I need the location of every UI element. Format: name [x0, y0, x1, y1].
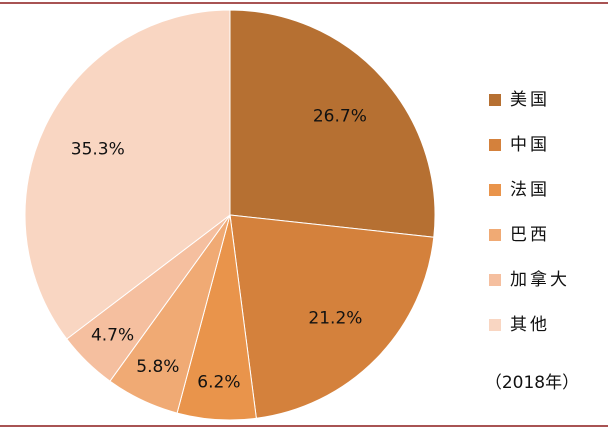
- legend-label: 其他: [510, 315, 550, 335]
- data-label: 26.7%: [313, 106, 367, 126]
- legend-swatch: [489, 229, 501, 241]
- data-label: 6.2%: [197, 373, 240, 393]
- pie-slice: [229, 214, 435, 419]
- data-label: 35.3%: [71, 139, 125, 159]
- pie-slice: [229, 9, 436, 238]
- legend-label: 法国: [510, 180, 550, 200]
- legend-swatch: [489, 274, 501, 286]
- legend-label: 美国: [510, 90, 550, 110]
- data-label: 5.8%: [136, 357, 179, 377]
- legend-label: 加拿大: [510, 269, 570, 290]
- legend-label: 中国: [510, 135, 550, 155]
- legend-swatch: [489, 94, 501, 106]
- legend-swatch: [489, 319, 501, 331]
- pie-slice: [24, 9, 231, 340]
- data-label: 4.7%: [91, 325, 134, 345]
- legend-label: 巴西: [510, 225, 550, 245]
- annotation: （2018年）: [485, 373, 579, 393]
- legend-swatch: [489, 139, 501, 151]
- data-label: 21.2%: [308, 308, 362, 328]
- legend-swatch: [489, 184, 501, 196]
